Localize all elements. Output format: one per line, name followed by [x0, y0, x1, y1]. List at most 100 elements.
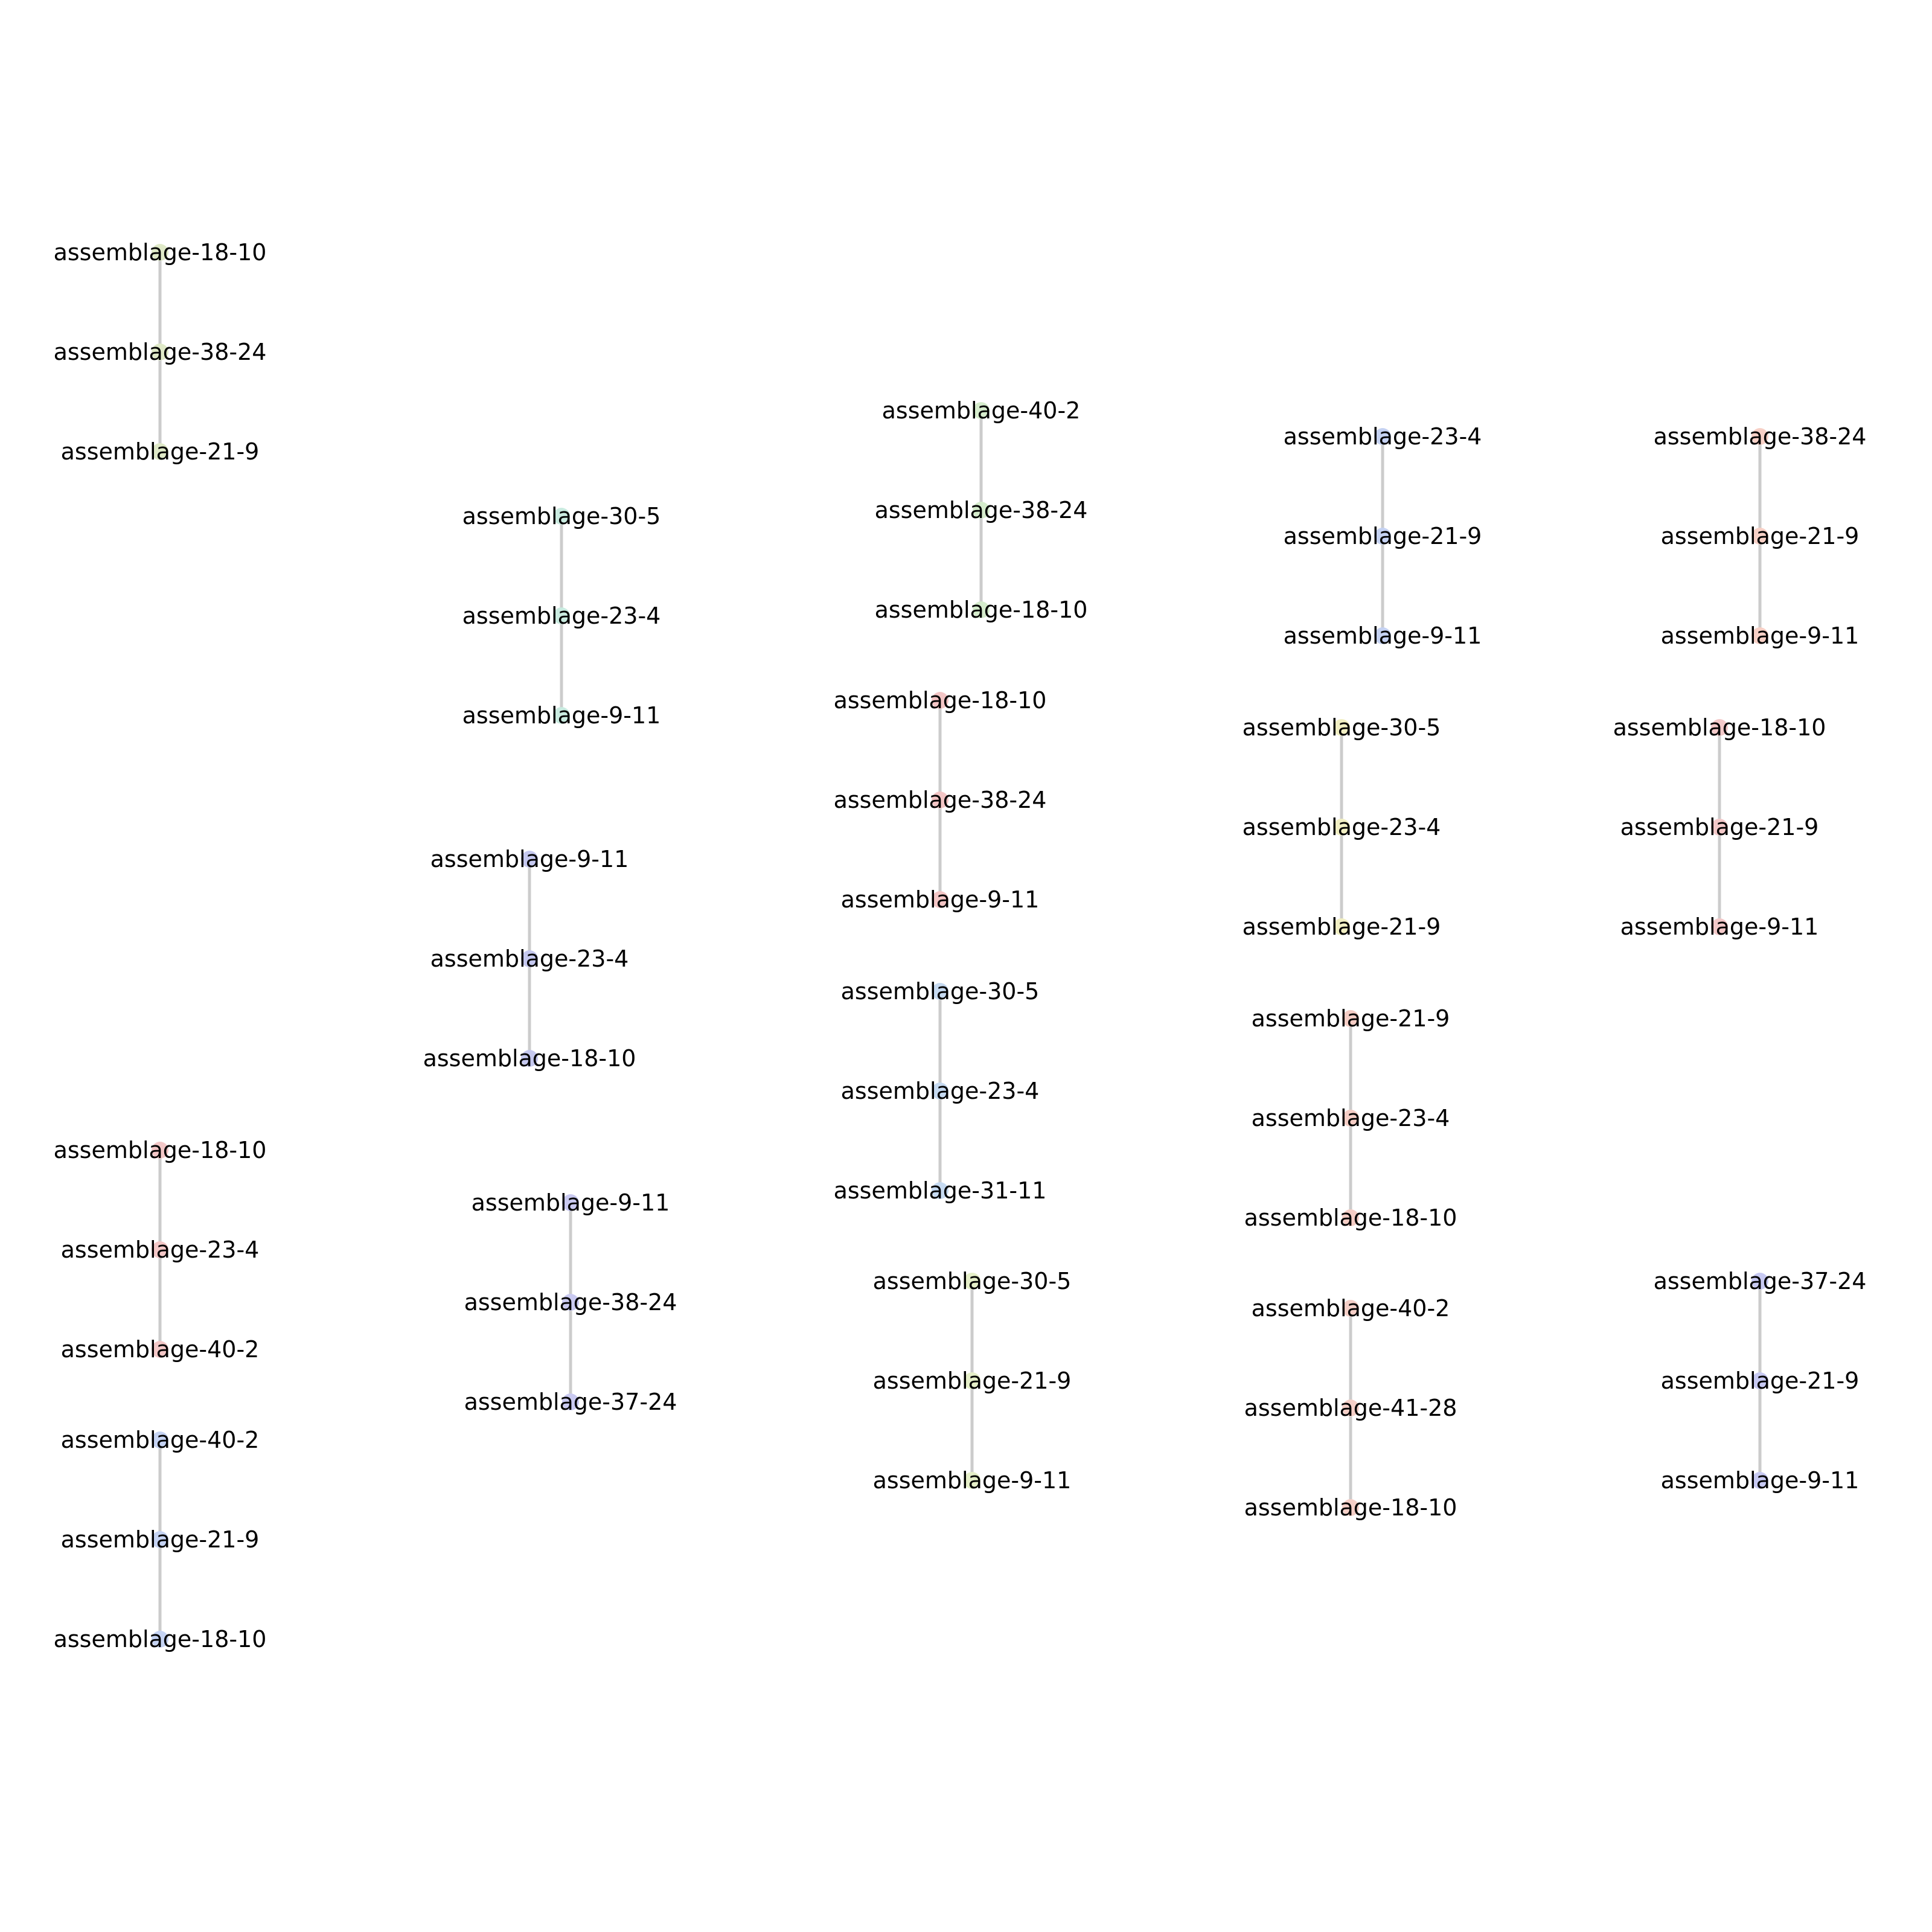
node-marker [553, 607, 570, 624]
node-label: assemblage-21-9 [1661, 523, 1860, 549]
node-label: assemblage-38-24 [875, 497, 1088, 523]
node-marker [964, 1273, 980, 1290]
node-label: assemblage-18-10 [1244, 1204, 1457, 1231]
node-label: assemblage-30-5 [462, 503, 661, 529]
node-marker [932, 891, 948, 908]
node-label: assemblage-23-4 [1243, 814, 1441, 840]
nodes-layer [152, 244, 1768, 1648]
node-marker [1711, 719, 1728, 736]
node-label: assemblage-30-5 [873, 1268, 1072, 1294]
node-label: assemblage-18-10 [1613, 714, 1826, 741]
node-marker [1374, 627, 1391, 644]
node-label: assemblage-40-2 [1252, 1295, 1450, 1322]
node-marker [1374, 528, 1391, 545]
node-label: assemblage-18-10 [54, 1626, 267, 1652]
node-marker [1333, 819, 1350, 836]
node-marker [1751, 627, 1768, 644]
node-marker [1751, 528, 1768, 545]
node-label: assemblage-21-9 [1661, 1367, 1860, 1394]
node-marker [1342, 1209, 1359, 1226]
node-marker [1751, 428, 1768, 445]
node-label: assemblage-18-10 [1244, 1494, 1457, 1521]
node-label: assemblage-21-9 [1243, 913, 1441, 940]
node-label: assemblage-38-24 [834, 787, 1047, 813]
node-label: assemblage-30-5 [1243, 714, 1441, 741]
node-label: assemblage-37-24 [464, 1389, 677, 1415]
node-label: assemblage-30-5 [841, 978, 1040, 1005]
node-label: assemblage-21-9 [1252, 1005, 1450, 1032]
node-marker [932, 1182, 948, 1199]
node-label: assemblage-38-24 [54, 339, 267, 365]
node-label: assemblage-9-11 [873, 1467, 1072, 1494]
node-label: assemblage-9-11 [1284, 622, 1482, 649]
node-label: assemblage-18-10 [54, 239, 267, 266]
node-label: assemblage-9-11 [1620, 913, 1819, 940]
node-marker [1751, 1372, 1768, 1389]
node-label: assemblage-21-9 [61, 438, 260, 465]
node-marker [152, 1431, 168, 1448]
node-label: assemblage-40-2 [882, 397, 1081, 424]
node-label: assemblage-41-28 [1244, 1395, 1457, 1421]
node-marker [1342, 1110, 1359, 1127]
node-marker [1333, 918, 1350, 935]
node-marker [152, 244, 168, 261]
node-marker [1342, 1499, 1359, 1516]
node-label: assemblage-9-11 [472, 1189, 670, 1216]
node-marker [553, 707, 570, 724]
node-label: assemblage-23-4 [1284, 423, 1482, 450]
node-marker [521, 950, 538, 967]
node-marker [932, 792, 948, 808]
node-label: assemblage-37-24 [1654, 1268, 1867, 1294]
node-marker [152, 443, 168, 460]
node-label: assemblage-9-11 [1661, 1467, 1860, 1494]
node-marker [152, 344, 168, 360]
node-marker [562, 1393, 579, 1410]
node-marker [152, 1341, 168, 1358]
node-label: assemblage-23-4 [841, 1078, 1040, 1104]
node-marker [1711, 819, 1728, 836]
node-marker [562, 1294, 579, 1311]
node-marker [1342, 1300, 1359, 1317]
edges-layer [158, 252, 1762, 1639]
node-marker [152, 1531, 168, 1548]
node-label: assemblage-18-10 [54, 1137, 267, 1163]
node-label: assemblage-21-9 [1284, 523, 1482, 549]
node-marker [521, 851, 538, 868]
node-marker [152, 1241, 168, 1258]
node-label: assemblage-23-4 [430, 945, 629, 972]
node-label: assemblage-18-10 [423, 1045, 636, 1072]
node-label: assemblage-9-11 [430, 846, 629, 872]
node-marker [521, 1050, 538, 1067]
node-marker [562, 1194, 579, 1211]
node-marker [973, 402, 990, 419]
node-label: assemblage-23-4 [462, 603, 661, 629]
node-label: assemblage-21-9 [61, 1526, 260, 1553]
node-label: assemblage-9-11 [841, 886, 1040, 913]
node-marker [1333, 719, 1350, 736]
node-marker [964, 1372, 980, 1389]
node-marker [932, 692, 948, 709]
node-marker [932, 1083, 948, 1099]
node-marker [1342, 1010, 1359, 1027]
node-marker [1711, 918, 1728, 935]
node-label: assemblage-23-4 [61, 1236, 260, 1263]
node-label: assemblage-23-4 [1252, 1105, 1450, 1131]
node-marker [932, 983, 948, 1000]
node-label: assemblage-9-11 [1661, 622, 1860, 649]
node-label: assemblage-31-11 [834, 1177, 1047, 1204]
node-marker [152, 1631, 168, 1648]
node-marker [964, 1472, 980, 1489]
node-marker [1751, 1472, 1768, 1489]
node-marker [973, 601, 990, 618]
node-marker [152, 1142, 168, 1159]
node-label: assemblage-40-2 [61, 1427, 260, 1453]
node-label: assemblage-38-24 [464, 1289, 677, 1316]
node-label: assemblage-21-9 [873, 1367, 1072, 1394]
node-label: assemblage-21-9 [1620, 814, 1819, 840]
node-label: assemblage-40-2 [61, 1336, 260, 1363]
node-label: assemblage-9-11 [462, 702, 661, 729]
node-marker [553, 508, 570, 525]
node-marker [1374, 428, 1391, 445]
node-marker [1751, 1273, 1768, 1290]
